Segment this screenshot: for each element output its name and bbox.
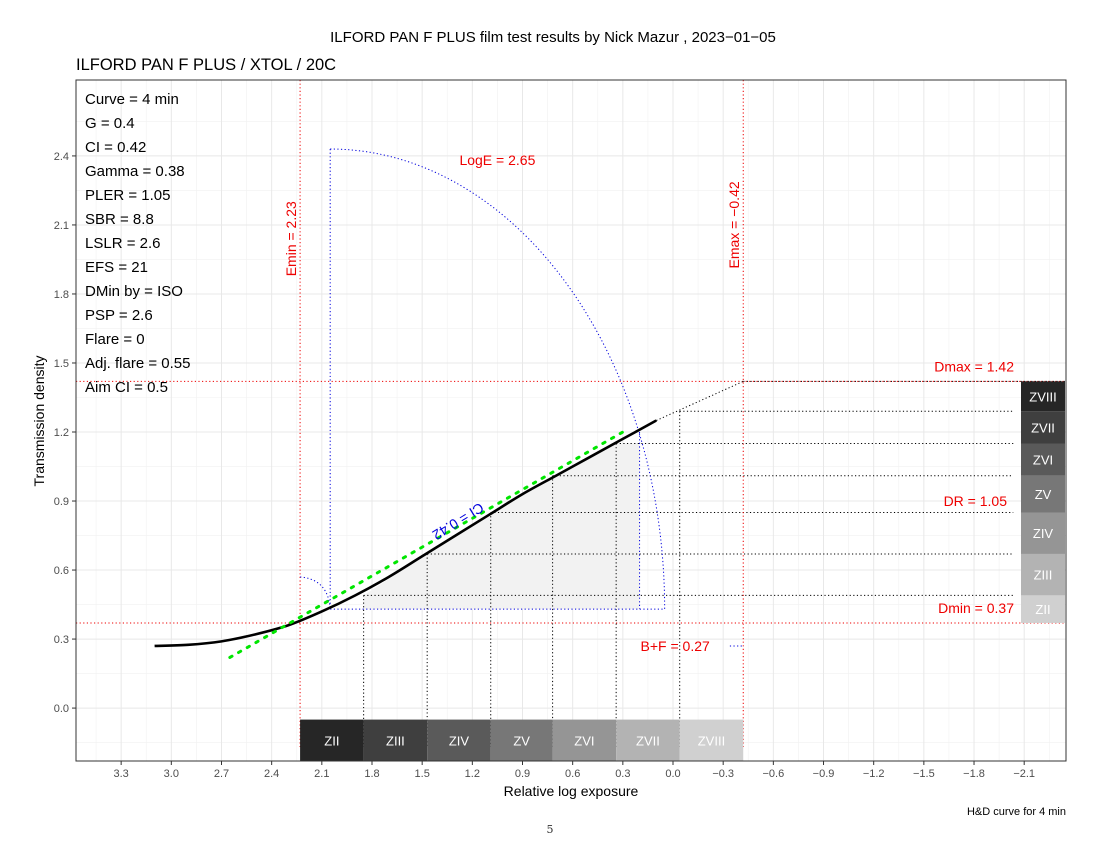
stats-block: Curve = 4 min G = 0.4 CI = 0.42 Gamma = 0.3…: [85, 91, 190, 396]
x-tick-label: −0.3: [712, 768, 734, 780]
zone-bars: ZII ZIII ZIV ZV ZVI ZVII ZVIII ZII ZIII ZIV ZV ZVI Z…: [300, 381, 1065, 761]
stat-line: LSLR = 2.6: [85, 235, 160, 252]
y-tick-label: 1.8: [54, 289, 69, 301]
loge-label: LogE = 2.65: [459, 152, 535, 168]
stat-line: EFS = 21: [85, 259, 148, 276]
y-zone-label: ZVII: [1031, 420, 1055, 435]
bf-label: B+F = 0.27: [641, 638, 710, 654]
dmax-label: Dmax = 1.42: [934, 358, 1014, 374]
ci-small-arc: [300, 576, 331, 610]
y-zone-label: ZVIII: [1029, 389, 1056, 404]
x-tick-label: 1.5: [415, 768, 430, 780]
x-zone-cell: [552, 719, 617, 761]
stat-line: DMin by = ISO: [85, 283, 183, 300]
stat-line: Flare = 0: [85, 331, 145, 348]
x-tick-label: 0.3: [615, 768, 630, 780]
y-zone-cell: [1021, 595, 1065, 623]
y-tick-label: 2.4: [54, 151, 69, 163]
x-tick-label: −1.2: [863, 768, 885, 780]
x-tick-label: 0.9: [515, 768, 530, 780]
stat-line: PSP = 2.6: [85, 307, 153, 324]
y-zone-label: ZII: [1035, 602, 1050, 617]
hd-curve: [154, 419, 657, 648]
stat-line: Gamma = 0.38: [85, 163, 185, 180]
y-zone-label: ZVI: [1033, 453, 1053, 468]
y-zone-cell: [1021, 512, 1065, 554]
x-tick-label: 1.8: [364, 768, 379, 780]
page-number: 5: [547, 823, 554, 836]
y-tick-label: 1.5: [54, 358, 69, 370]
x-zone-cell: [300, 719, 364, 761]
y-tick-label: 0.0: [54, 703, 69, 715]
stat-line: G = 0.4: [85, 115, 135, 132]
x-zone-label: ZII: [324, 733, 339, 748]
curve-extrapolation: [656, 380, 744, 421]
stat-line: PLER = 1.05: [85, 187, 170, 204]
x-tick-label: 0.6: [565, 768, 580, 780]
x-tick-label: 1.2: [465, 768, 480, 780]
x-tick-label: 0.0: [665, 768, 680, 780]
annotation-labels: Emin = 2.23 Emax = −0.42 Dmax = 1.42 Dmin =…: [283, 152, 1014, 654]
stat-line: CI = 0.42: [85, 139, 146, 156]
ci-arc: [330, 148, 666, 610]
x-zone-cell: [363, 719, 428, 761]
x-tick-label: 2.7: [214, 768, 229, 780]
y-axis-label: Transmission density: [31, 356, 47, 487]
y-tick-label: 2.1: [54, 220, 69, 232]
y-zone-label: ZIV: [1033, 526, 1054, 541]
y-zone-label: ZIII: [1034, 568, 1053, 583]
y-tick-label: 1.2: [54, 427, 69, 439]
x-zone-label: ZVII: [636, 733, 660, 748]
x-tick-label: −1.5: [913, 768, 935, 780]
y-zone-cell: [1021, 411, 1065, 444]
x-zone-label: ZVIII: [698, 733, 725, 748]
x-zone-cell: [679, 719, 744, 761]
stat-line: SBR = 8.8: [85, 211, 154, 228]
x-tick-label: −0.9: [813, 768, 835, 780]
x-axis-label: Relative log exposure: [504, 783, 639, 799]
stat-line: Aim CI = 0.5: [85, 379, 168, 396]
x-zone-label: ZVI: [574, 733, 594, 748]
y-zone-cell: [1021, 381, 1065, 412]
x-zone-cell: [427, 719, 491, 761]
dmin-label: Dmin = 0.37: [938, 600, 1014, 616]
x-tick-label: −2.1: [1013, 768, 1035, 780]
x-zone-label: ZV: [513, 733, 530, 748]
panel-title: ILFORD PAN F PLUS / XTOL / 20C: [76, 56, 336, 74]
stat-line: Adj. flare = 0.55: [85, 355, 190, 372]
x-tick-label: 2.1: [314, 768, 329, 780]
x-zone-cell: [490, 719, 553, 761]
plot-panel: [76, 80, 1066, 761]
x-tick-label: 3.3: [114, 768, 129, 780]
x-zone-label: ZIV: [449, 733, 470, 748]
figure-caption: H&D curve for 4 min: [967, 806, 1066, 818]
x-tick-label: 2.4: [264, 768, 279, 780]
zone-shaded-area: [363, 443, 640, 610]
axes: 3.3 3.0 2.7 2.4 2.1 1.8 1.5 1.2 0.9 0.6 0.3 0.0 −0.3…: [54, 79, 1067, 780]
stat-line: Curve = 4 min: [85, 91, 179, 108]
x-zone-cell: [616, 719, 680, 761]
emax-label: Emax = −0.42: [726, 181, 742, 268]
x-tick-label: 3.0: [164, 768, 179, 780]
y-tick-label: 0.9: [54, 496, 69, 508]
x-zone-label: ZIII: [386, 733, 405, 748]
grid-lines: [76, 80, 1066, 761]
y-zone-cell: [1021, 553, 1065, 596]
y-zone-cell: [1021, 475, 1065, 513]
zone-shade: [363, 443, 640, 610]
curve-series: [154, 419, 657, 659]
plot-border: [75, 79, 1067, 762]
y-zone-label: ZV: [1035, 487, 1052, 502]
y-tick-label: 0.6: [54, 565, 69, 577]
emin-label: Emin = 2.23: [283, 201, 299, 276]
y-zone-cell: [1021, 443, 1065, 476]
dr-label: DR = 1.05: [944, 493, 1008, 509]
y-tick-label: 0.3: [54, 634, 69, 646]
x-tick-label: −1.8: [963, 768, 985, 780]
figure-title: ILFORD PAN F PLUS film test results by N…: [330, 29, 776, 46]
x-tick-label: −0.6: [762, 768, 784, 780]
